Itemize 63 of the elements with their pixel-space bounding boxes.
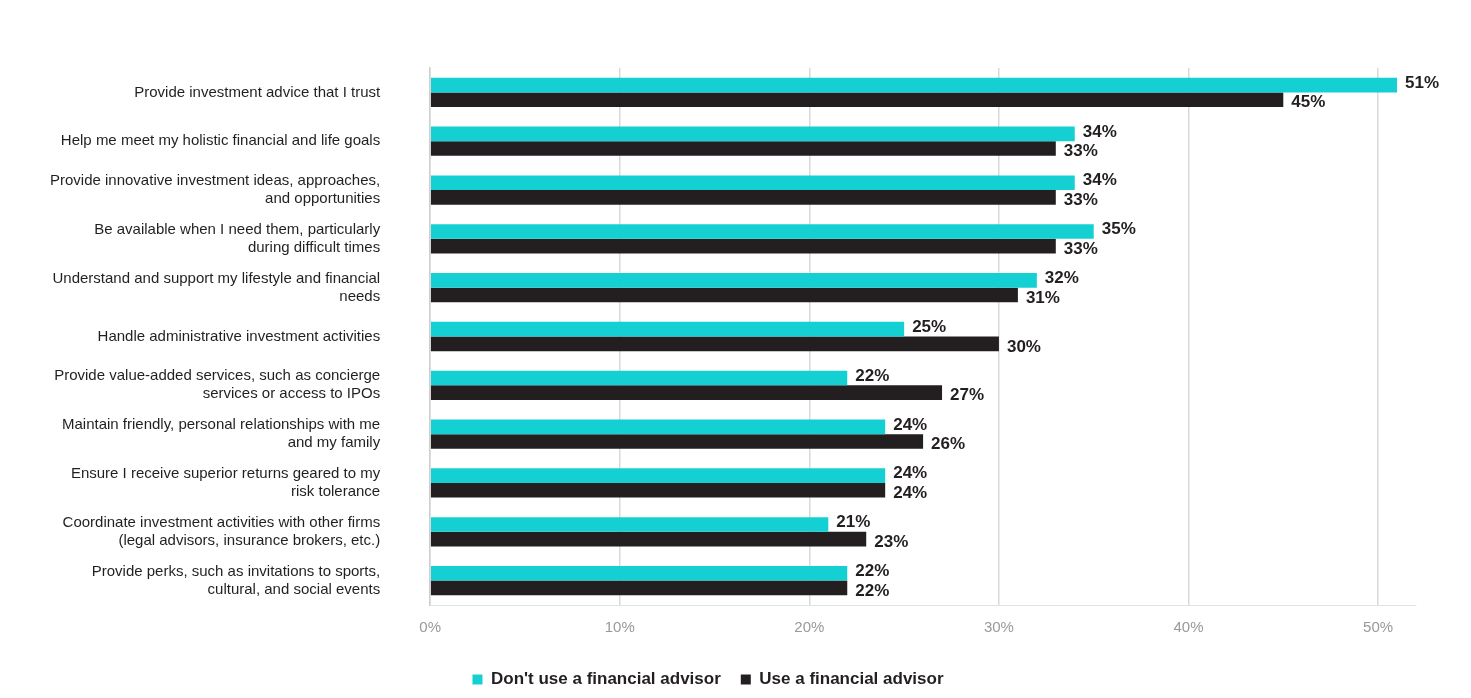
- y-tick-label: Maintain friendly, personal relationships with me and my family: [61, 415, 381, 451]
- bar: [430, 482, 886, 498]
- data-label: 34%: [1082, 170, 1117, 190]
- data-label: 33%: [1063, 141, 1098, 161]
- data-label: 33%: [1063, 190, 1098, 210]
- data-label: 26%: [931, 434, 966, 454]
- bar: [430, 517, 829, 532]
- data-label: 33%: [1063, 238, 1098, 258]
- y-tick-label: Ensure I receive superior returns geared to my risk tolerance: [70, 464, 381, 500]
- bar: [430, 434, 924, 449]
- y-tick-label: Be available when I need them, particularly during difficult times: [94, 220, 381, 255]
- bar: [430, 273, 1037, 288]
- data-label: 45%: [1291, 92, 1326, 112]
- bar: [430, 565, 848, 581]
- data-label: 30%: [1006, 336, 1041, 356]
- y-tick-label: Provide perks, such as invitations to sports, cultural, and social events: [91, 561, 381, 597]
- y-tick-label: Handle administrative investment activities: [97, 326, 381, 344]
- bar: [430, 531, 867, 547]
- bar: [430, 385, 943, 400]
- data-label: 34%: [1082, 121, 1117, 141]
- data-label: 23%: [874, 531, 909, 551]
- data-label: 31%: [1025, 287, 1060, 307]
- data-label: 22%: [855, 365, 890, 385]
- y-tick-label: Provide innovative investment ideas, approaches, and opportunities: [49, 171, 381, 207]
- bar: [430, 224, 1094, 239]
- data-label: 35%: [1101, 219, 1136, 239]
- bar: [430, 321, 905, 337]
- data-label: 24%: [893, 463, 928, 483]
- bar: [430, 190, 1056, 205]
- bar: [430, 468, 886, 483]
- data-label: 21%: [836, 512, 871, 532]
- y-tick-label: Help me meet my holistic financial and life goals: [60, 131, 381, 149]
- data-label: 27%: [950, 385, 985, 405]
- legend-label: Don't use a financial advisor: [490, 669, 722, 689]
- bar: [430, 126, 1075, 142]
- bar: [430, 175, 1075, 191]
- legend-label: Use a financial advisor: [759, 669, 944, 689]
- bar: [430, 287, 1018, 303]
- data-label: 25%: [912, 316, 947, 336]
- data-label: 22%: [855, 580, 890, 600]
- bar: [430, 141, 1056, 156]
- y-tick-label: Provide investment advice that I trust: [134, 82, 382, 100]
- bar: [430, 370, 848, 386]
- x-tick-label: 30%: [983, 618, 1014, 636]
- data-label: 24%: [893, 414, 928, 434]
- y-tick-label: Provide value-added services, such as concierge services or access to IPOs: [54, 366, 381, 402]
- bar: [430, 77, 1398, 93]
- bar: [430, 419, 886, 435]
- bar: [430, 336, 999, 352]
- x-tick-label: 10%: [604, 618, 635, 636]
- bar: [430, 580, 848, 596]
- data-label: 22%: [855, 560, 890, 580]
- data-label: 51%: [1405, 72, 1440, 92]
- x-tick-label: 20%: [794, 618, 825, 636]
- x-tick-label: 0%: [419, 618, 442, 636]
- data-label: 24%: [893, 482, 928, 502]
- x-tick-label: 40%: [1173, 618, 1204, 636]
- y-tick-label: Coordinate investment activities with other firms (legal advisors, insurance brokers, etc.): [62, 512, 381, 548]
- x-tick-label: 50%: [1363, 618, 1394, 636]
- data-label: 32%: [1044, 268, 1079, 288]
- bar: [430, 92, 1284, 108]
- y-tick-label: Understand and support my lifestyle and financial needs: [52, 268, 381, 304]
- bar: [430, 238, 1056, 254]
